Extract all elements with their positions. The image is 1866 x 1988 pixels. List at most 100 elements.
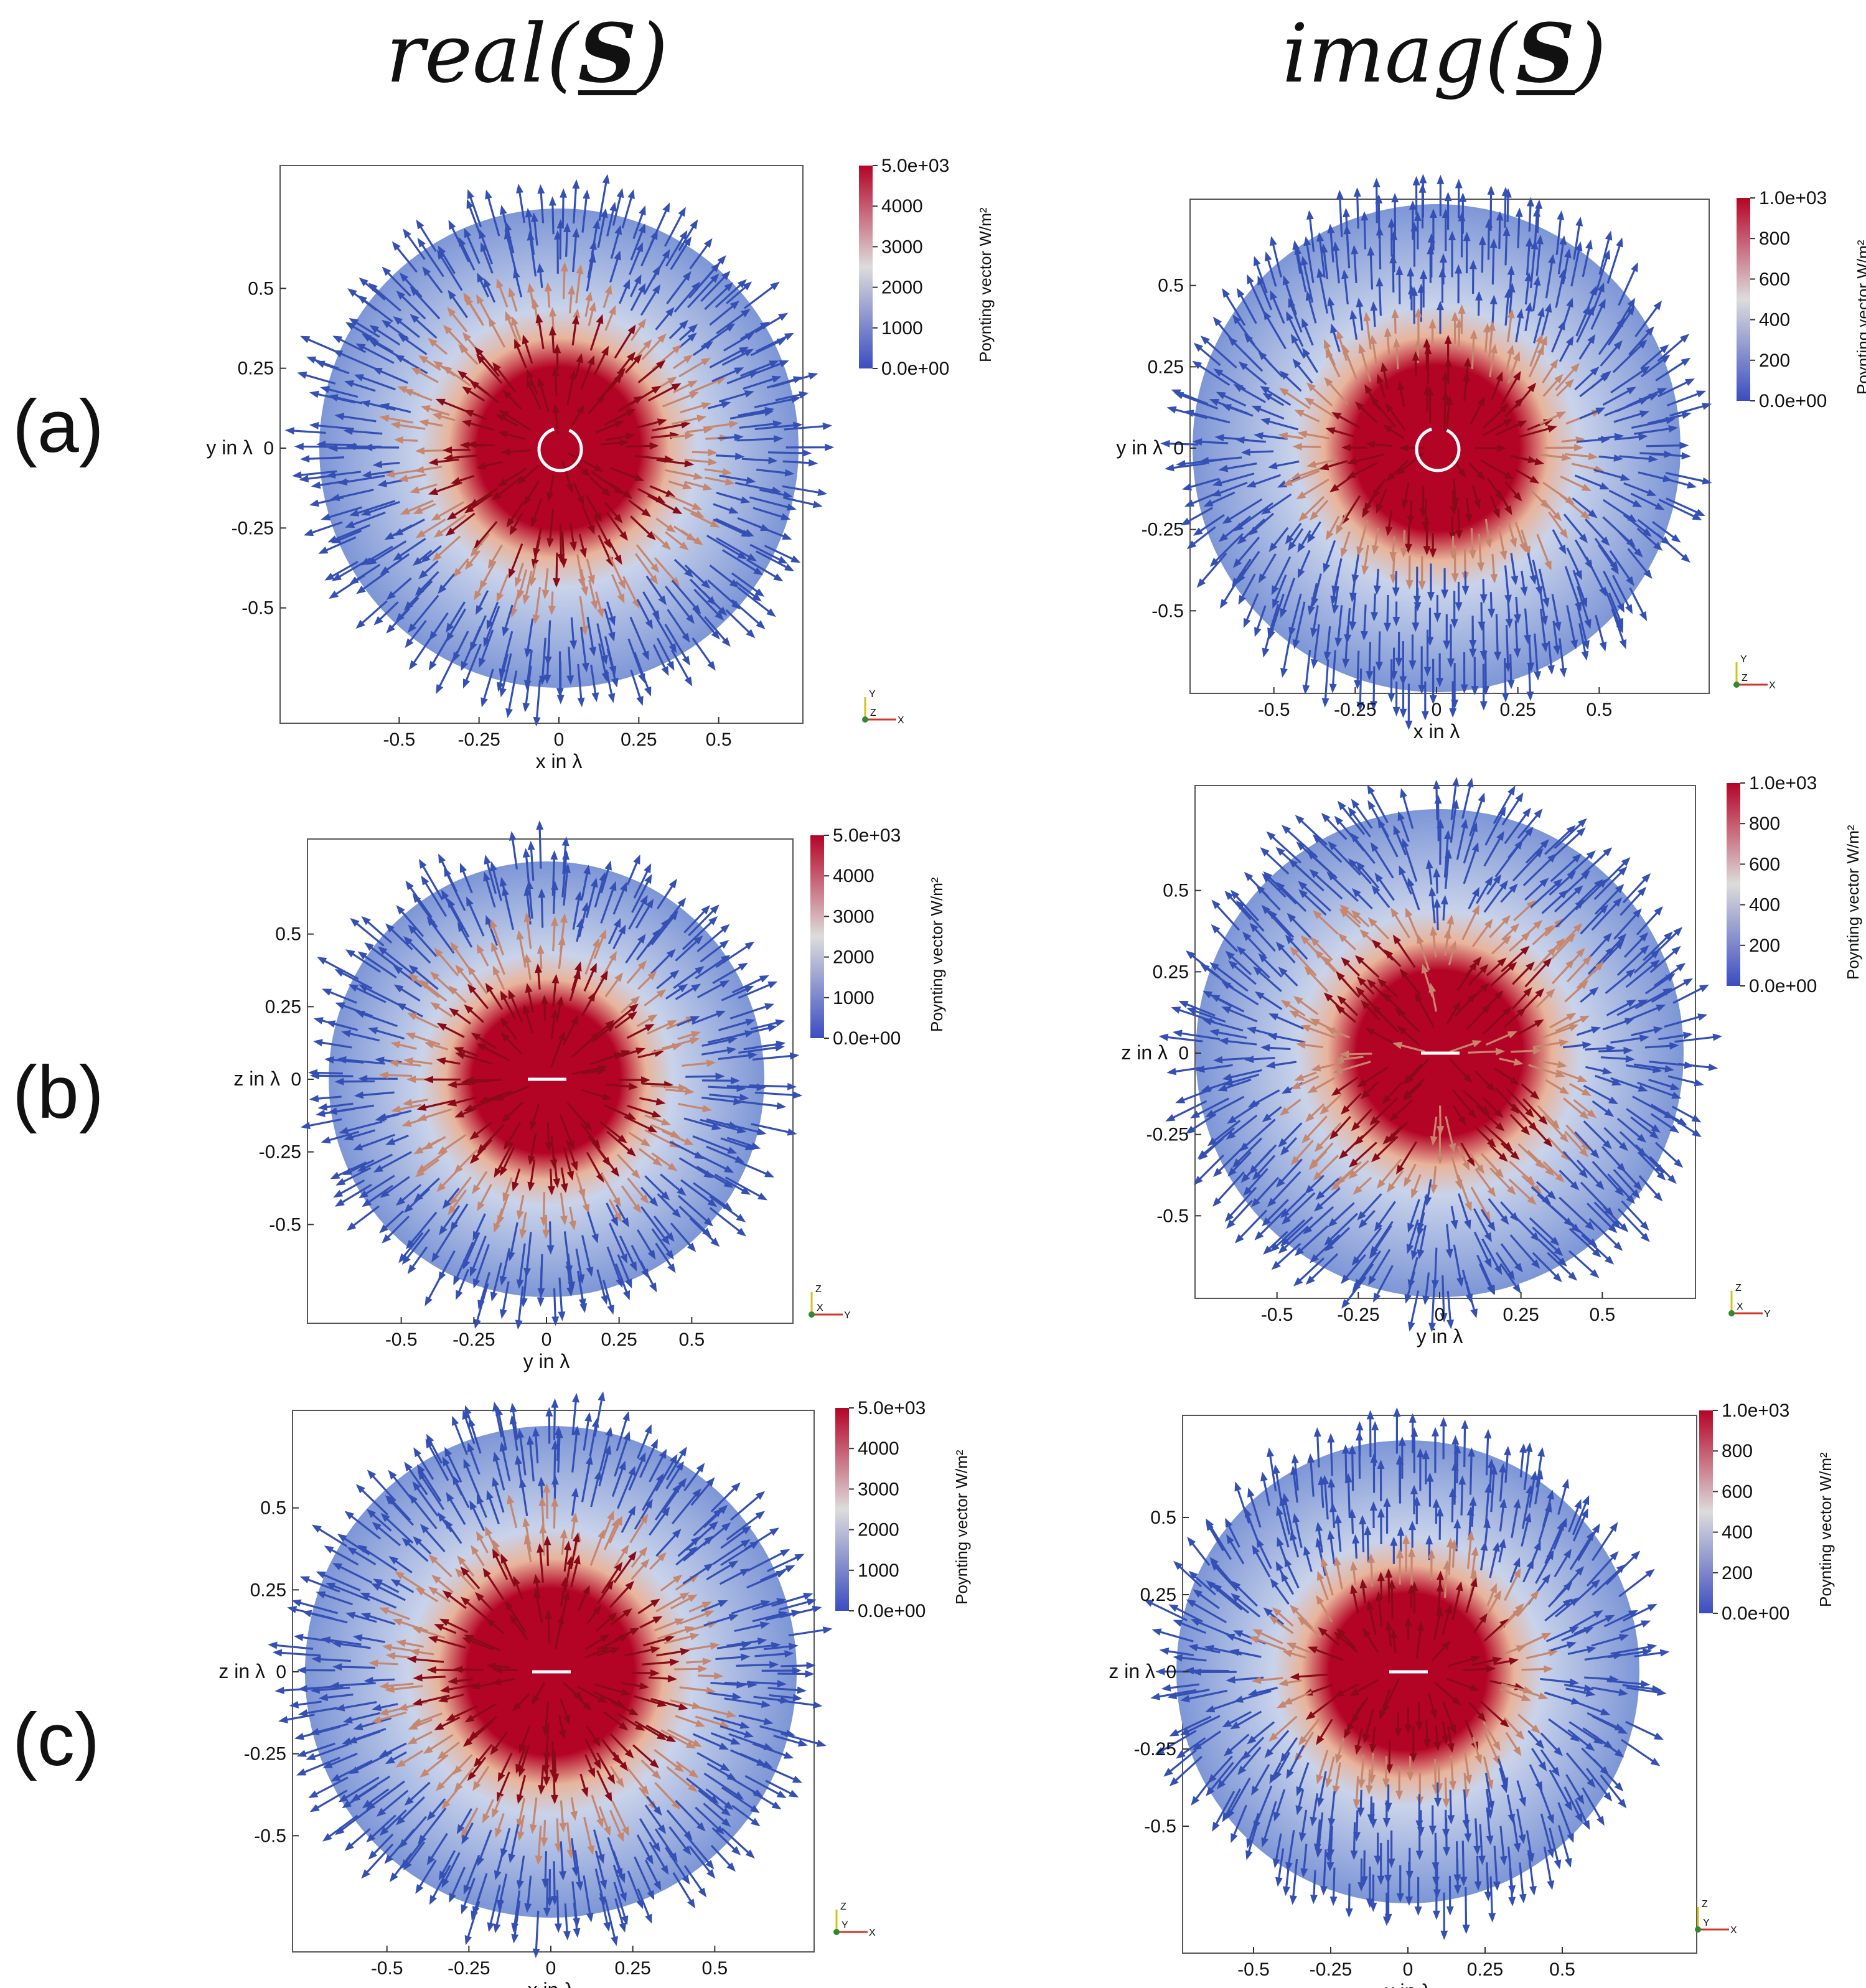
vector-arrow xyxy=(1364,385,1381,411)
vector-arrow xyxy=(567,1253,574,1289)
vector-arrow xyxy=(1356,988,1382,1016)
vector-arrow xyxy=(505,312,520,345)
vector-arrow-head xyxy=(459,863,467,873)
vector-arrow-head xyxy=(385,1495,395,1505)
vector-arrow-head xyxy=(598,1529,605,1539)
vector-arrow xyxy=(1324,378,1349,405)
vector-arrow-head xyxy=(384,532,395,540)
vector-arrow-head xyxy=(548,196,556,206)
vector-arrow-head xyxy=(1423,546,1431,556)
vector-arrow-head xyxy=(1559,889,1568,899)
vector-arrow xyxy=(501,1281,510,1317)
vector-arrow-head xyxy=(1165,1114,1176,1122)
vector-arrow-head xyxy=(1588,509,1598,518)
vector-arrow xyxy=(525,914,532,949)
vector-arrow xyxy=(1576,962,1603,989)
vector-arrow-head xyxy=(418,419,429,427)
vector-arrow-head xyxy=(377,480,388,487)
vector-arrow xyxy=(484,873,496,908)
vector-arrow-head xyxy=(469,499,479,507)
vector-arrow-head xyxy=(1615,940,1625,950)
vector-arrow xyxy=(590,972,608,1001)
vector-arrow xyxy=(466,898,485,937)
vector-arrow-head xyxy=(522,334,530,345)
vector-arrow-head xyxy=(373,1165,383,1173)
vector-arrow-head xyxy=(607,1612,617,1622)
vector-arrow-head xyxy=(760,321,770,330)
vector-arrow xyxy=(581,866,589,900)
vector-arrow-head xyxy=(560,188,568,198)
vector-arrow-head xyxy=(368,1659,378,1667)
vector-arrow xyxy=(1481,238,1484,273)
vector-arrow xyxy=(339,1534,370,1555)
vector-arrow-head xyxy=(1313,910,1323,919)
vector-arrow xyxy=(1322,245,1329,279)
vector-arrow xyxy=(1494,1067,1518,1085)
vector-arrow-head xyxy=(609,950,617,962)
vector-arrow xyxy=(429,1669,464,1672)
vector-arrow xyxy=(491,944,505,975)
vector-arrow xyxy=(446,512,476,536)
vector-arrow xyxy=(1529,489,1549,508)
vector-arrow xyxy=(1480,1153,1503,1177)
vector-arrow xyxy=(1367,443,1393,448)
vector-arrow xyxy=(408,594,439,632)
vector-arrow-head xyxy=(1499,403,1509,413)
vector-arrow-head xyxy=(480,242,488,253)
vector-arrow xyxy=(1669,403,1710,417)
vector-arrow xyxy=(436,1769,457,1790)
vector-arrow-head xyxy=(398,334,408,343)
vector-arrow xyxy=(647,494,681,514)
vector-arrow-head xyxy=(652,1770,662,1779)
vector-arrow-head xyxy=(1637,886,1647,896)
vector-arrow-head xyxy=(1407,515,1415,526)
orientation-triad: ZYX xyxy=(809,1284,851,1321)
colorbar-tick-label: 0.0e+00 xyxy=(1749,976,1817,996)
vector-arrow-head xyxy=(396,290,406,300)
vector-arrow-head xyxy=(650,1669,660,1677)
vector-arrow-head xyxy=(678,1084,688,1092)
vector-arrow xyxy=(661,1130,692,1145)
vector-arrow xyxy=(1486,875,1501,895)
vector-arrow xyxy=(671,579,701,613)
vector-arrow-head xyxy=(667,1020,677,1028)
vector-arrow xyxy=(1443,393,1447,431)
vector-arrow-head xyxy=(515,1320,523,1330)
vector-arrow xyxy=(1515,311,1522,343)
triad-up-label: Y xyxy=(869,689,876,700)
vector-arrow xyxy=(560,1579,566,1606)
vector-arrow-head xyxy=(308,1069,318,1077)
vector-arrow-head xyxy=(1627,298,1636,308)
vector-arrow xyxy=(360,984,400,1006)
vector-arrow xyxy=(1331,568,1341,603)
vector-arrow-head xyxy=(1362,508,1370,518)
vector-arrow xyxy=(523,1006,534,1034)
vector-arrow-head xyxy=(349,317,359,326)
vector-arrow-head xyxy=(644,1023,655,1032)
vector-arrow xyxy=(350,563,381,584)
vector-arrow-head xyxy=(1371,1004,1381,1014)
vector-arrow-head xyxy=(1574,444,1584,452)
vector-arrow-head xyxy=(633,395,644,404)
vector-arrow xyxy=(1559,337,1573,362)
vector-arrow xyxy=(1478,533,1483,570)
vector-arrow-head xyxy=(1526,961,1535,971)
vector-arrow-head xyxy=(571,1015,579,1026)
vector-arrow-head xyxy=(1278,387,1289,396)
vector-arrow xyxy=(346,380,376,392)
vector-arrow-head xyxy=(708,458,718,466)
vector-arrow xyxy=(1537,453,1569,459)
vector-arrow-head xyxy=(1577,818,1587,828)
vector-arrow-head xyxy=(640,1076,650,1084)
vector-arrow-head xyxy=(812,500,823,509)
vector-arrow xyxy=(604,608,615,640)
vector-arrow-head xyxy=(415,530,426,538)
vector-arrow-head xyxy=(1514,614,1521,624)
vector-arrow xyxy=(441,891,462,926)
vector-arrow-head xyxy=(711,262,720,273)
vector-arrow-head xyxy=(1271,585,1279,596)
vector-arrow xyxy=(1377,1158,1402,1188)
vector-arrow-head xyxy=(1330,323,1338,334)
vector-arrow-head xyxy=(640,1559,650,1568)
vector-arrow-head xyxy=(1349,621,1357,631)
